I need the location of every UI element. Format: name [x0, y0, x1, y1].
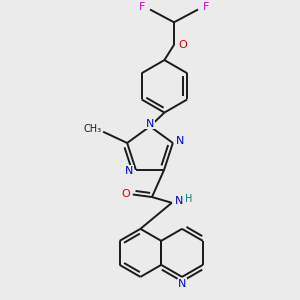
Text: H: H	[185, 194, 192, 204]
Text: F: F	[203, 2, 209, 12]
Text: N: N	[124, 166, 133, 176]
Text: N: N	[178, 279, 187, 289]
Text: F: F	[139, 2, 145, 12]
Text: O: O	[121, 189, 130, 199]
Text: O: O	[178, 40, 188, 50]
Text: N: N	[175, 196, 183, 206]
Text: N: N	[176, 136, 184, 146]
Text: N: N	[146, 119, 154, 129]
Text: CH₃: CH₃	[84, 124, 102, 134]
